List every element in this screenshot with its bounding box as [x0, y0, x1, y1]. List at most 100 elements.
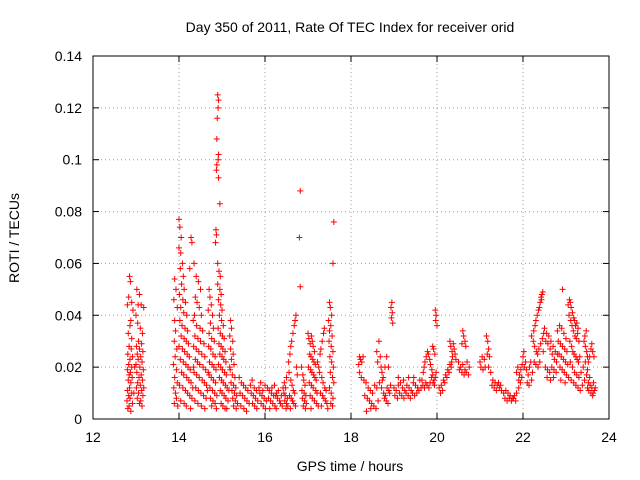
data-point: [566, 296, 573, 303]
data-point: [432, 374, 439, 381]
data-point: [126, 403, 133, 410]
data-point: [176, 317, 183, 324]
data-point: [247, 382, 254, 389]
data-point: [138, 340, 145, 347]
data-point: [207, 395, 214, 402]
data-point: [205, 307, 212, 314]
data-point: [183, 403, 190, 410]
data-point: [176, 343, 182, 350]
data-point: [522, 358, 529, 365]
data-point: [322, 397, 329, 404]
data-point: [127, 408, 134, 415]
data-point: [529, 369, 536, 376]
data-point: [426, 356, 433, 363]
data-point: [207, 320, 214, 327]
data-point: [303, 400, 310, 407]
data-point: [139, 377, 146, 384]
data-point: [215, 268, 222, 275]
data-point: [546, 369, 553, 376]
data-point: [181, 286, 188, 293]
data-point: [424, 348, 431, 355]
data-point: [204, 387, 211, 394]
data-point: [215, 325, 222, 332]
data-point: [427, 361, 434, 368]
data-point: [140, 384, 147, 391]
data-point: [465, 371, 472, 378]
data-point: [378, 369, 385, 376]
data-point: [535, 345, 542, 352]
data-point: [179, 296, 186, 303]
data-point: [446, 369, 453, 376]
data-point: [361, 392, 368, 399]
data-point: [583, 371, 590, 378]
data-point: [421, 364, 428, 371]
data-point: [136, 364, 143, 371]
data-point: [311, 348, 318, 355]
data-point: [201, 353, 208, 360]
data-point: [139, 348, 146, 355]
data-point: [184, 327, 191, 334]
data-point: [466, 364, 473, 371]
data-point: [321, 325, 328, 332]
data-point: [183, 312, 190, 319]
data-point: [385, 364, 392, 371]
data-point: [537, 299, 544, 306]
data-point: [222, 348, 229, 355]
data-point: [487, 369, 494, 376]
data-point: [448, 358, 455, 365]
data-point: [553, 369, 560, 376]
data-point: [400, 395, 407, 402]
data-point: [139, 403, 146, 410]
data-point: [134, 320, 141, 327]
data-point: [376, 379, 383, 386]
data-point: [590, 353, 597, 360]
data-point: [134, 395, 141, 402]
data-point: [313, 377, 320, 384]
data-point: [318, 374, 325, 381]
data-point: [585, 358, 592, 365]
data-point: [575, 374, 582, 381]
data-point: [297, 283, 304, 290]
data-point: [458, 340, 465, 347]
data-point: [213, 161, 220, 168]
data-point: [213, 135, 220, 142]
data-point: [287, 343, 294, 350]
data-point: [550, 374, 557, 381]
data-point: [127, 278, 134, 285]
data-point: [485, 364, 492, 371]
data-point: [172, 390, 179, 397]
data-point: [575, 325, 582, 332]
data-point: [194, 299, 201, 306]
data-point: [170, 296, 177, 303]
data-point: [461, 338, 468, 345]
data-point: [222, 358, 229, 365]
data-point: [382, 392, 389, 399]
data-point: [592, 384, 599, 391]
data-point: [227, 317, 234, 324]
data-point: [405, 374, 412, 381]
data-point: [223, 405, 230, 412]
data-point: [283, 374, 290, 381]
data-point: [573, 320, 580, 327]
data-point: [178, 281, 185, 288]
data-point: [517, 366, 524, 373]
data-point: [320, 379, 327, 386]
data-point: [481, 356, 488, 363]
data-point: [579, 382, 586, 389]
data-point: [329, 374, 336, 381]
data-point: [126, 395, 133, 402]
data-point: [532, 317, 539, 324]
data-point: [234, 400, 241, 407]
data-point: [136, 345, 143, 352]
y-tick-label: 0.06: [55, 255, 82, 271]
data-point: [124, 351, 131, 358]
data-point: [520, 348, 527, 355]
data-point: [125, 392, 132, 399]
data-point: [483, 333, 490, 340]
data-point: [288, 395, 295, 402]
data-point: [327, 304, 334, 311]
data-point: [181, 348, 188, 355]
data-point: [589, 392, 596, 399]
data-point: [126, 322, 133, 329]
data-point: [374, 358, 381, 365]
